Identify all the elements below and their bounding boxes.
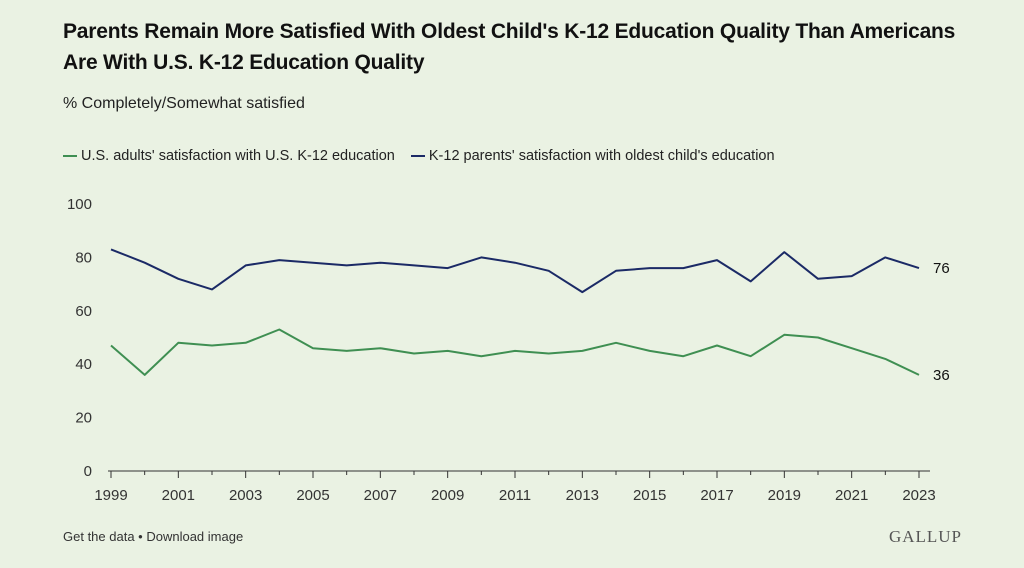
series-0-point-2011 (513, 348, 518, 353)
series-1-point-2003 (243, 263, 248, 268)
series-1-point-2004 (277, 258, 282, 263)
series-1-point-2005 (311, 260, 316, 265)
series-0-point-2000 (142, 372, 147, 377)
series-0-point-2009 (445, 348, 450, 353)
x-tick-label-2003: 2003 (229, 487, 262, 504)
x-tick-label-2023: 2023 (902, 487, 935, 504)
series-0-point-2023 (917, 372, 922, 377)
series-0-point-2018 (748, 354, 753, 359)
series-0-point-2020 (816, 335, 821, 340)
series-1-point-2008 (412, 263, 417, 268)
series-0-point-2004 (277, 327, 282, 332)
x-tick-label-2005: 2005 (296, 487, 329, 504)
series-1-point-1999 (109, 247, 114, 252)
x-tick-label-2001: 2001 (162, 487, 195, 504)
series-1-point-2010 (479, 255, 484, 260)
download-image-link[interactable]: Download image (146, 529, 244, 544)
y-tick-label-100: 100 (67, 196, 92, 213)
legend-item-adults[interactable]: U.S. adults' satisfaction with U.S. K-12… (63, 148, 395, 164)
legend-label-adults: U.S. adults' satisfaction with U.S. K-12… (81, 148, 395, 164)
series-1-point-2007 (378, 260, 383, 265)
series-0-point-2003 (243, 340, 248, 345)
series-1-point-2016 (681, 266, 686, 271)
series-0-point-2006 (344, 348, 349, 353)
x-tick-label-2021: 2021 (835, 487, 868, 504)
series-1-point-2014 (614, 268, 619, 273)
series-0-point-2001 (176, 340, 181, 345)
series-1-point-2020 (816, 276, 821, 281)
get-data-link[interactable]: Get the data (63, 529, 135, 544)
series-1-point-2021 (849, 274, 854, 279)
chart-title: Parents Remain More Satisfied With Oldes… (63, 20, 956, 74)
series-0-point-1999 (109, 343, 114, 348)
series-0-point-2007 (378, 346, 383, 351)
series-1-point-2015 (647, 266, 652, 271)
legend-swatch-parents (410, 155, 425, 157)
series-line-1 (110, 248, 920, 294)
series-0-point-2012 (546, 351, 551, 356)
series-1-point-2013 (580, 290, 585, 295)
series-1-point-2012 (546, 268, 551, 273)
series-0-point-2002 (210, 343, 215, 348)
series-0-point-2015 (647, 348, 652, 353)
series-1-point-2001 (176, 276, 181, 281)
y-tick-label-80: 80 (75, 249, 92, 266)
series-0-point-2014 (614, 340, 619, 345)
series-0-point-2013 (580, 348, 585, 353)
footer-separator: • (134, 529, 147, 544)
series-1-point-2022 (883, 255, 888, 260)
x-tick-label-2013: 2013 (566, 487, 599, 504)
x-tick-label-1999: 1999 (94, 487, 127, 504)
series-0-point-2021 (849, 346, 854, 351)
x-tick-label-2015: 2015 (633, 487, 666, 504)
chart-legend: U.S. adults' satisfaction with U.S. K-12… (63, 148, 791, 164)
series-1-point-2002 (210, 287, 215, 292)
gallup-logo: GALLUP (888, 527, 962, 546)
series-1-point-2011 (513, 260, 518, 265)
series-line-0 (110, 328, 920, 376)
x-tick-label-2009: 2009 (431, 487, 464, 504)
series-1-point-2018 (748, 279, 753, 284)
y-tick-label-0: 0 (84, 463, 92, 480)
chart-subtitle: % Completely/Somewhat satisfied (63, 95, 305, 112)
y-tick-label-40: 40 (75, 356, 92, 373)
x-tick-label-2007: 2007 (364, 487, 397, 504)
y-tick-label-20: 20 (75, 410, 92, 427)
series-0-point-2010 (479, 354, 484, 359)
series-1-point-2006 (344, 263, 349, 268)
series-0-point-2008 (412, 351, 417, 356)
series-0-point-2005 (311, 346, 316, 351)
series-0-point-2016 (681, 354, 686, 359)
y-tick-label-60: 60 (75, 303, 92, 320)
footer-links: Get the data • Download image (63, 529, 243, 544)
x-tick-label-2019: 2019 (768, 487, 801, 504)
series-0-point-2017 (715, 343, 720, 348)
legend-label-parents: K-12 parents' satisfaction with oldest c… (428, 148, 775, 164)
series-1-point-2000 (142, 260, 147, 265)
legend-swatch-adults (63, 155, 77, 157)
x-tick-label-2017: 2017 (700, 487, 733, 504)
x-tick-label-2011: 2011 (499, 487, 531, 504)
series-1-point-2023 (917, 266, 922, 271)
legend-item-parents[interactable]: K-12 parents' satisfaction with oldest c… (410, 148, 775, 164)
series-0-point-2022 (883, 356, 888, 361)
series-1-point-2019 (782, 250, 787, 255)
end-label-series-0: 36 (933, 367, 950, 384)
series-1-point-2009 (445, 266, 450, 271)
end-label-series-1: 76 (933, 260, 950, 277)
series-0-point-2019 (782, 332, 787, 337)
series-1-point-2017 (715, 258, 720, 263)
